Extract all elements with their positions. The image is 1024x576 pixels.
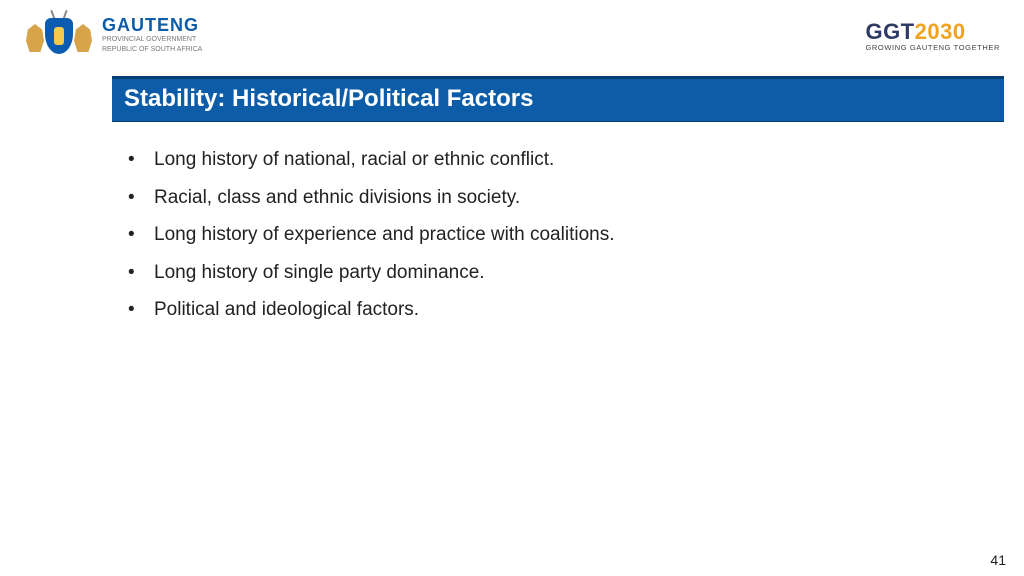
gauteng-logo-text: GAUTENG PROVINCIAL GOVERNMENT REPUBLIC O… (102, 16, 202, 55)
gauteng-logo: GAUTENG PROVINCIAL GOVERNMENT REPUBLIC O… (24, 10, 202, 60)
coat-of-arms-icon (24, 10, 94, 60)
list-item: Racial, class and ethnic divisions in so… (120, 184, 940, 212)
list-item: Long history of national, racial or ethn… (120, 146, 940, 174)
gauteng-logo-main: GAUTENG (102, 16, 202, 34)
bullet-list: Long history of national, racial or ethn… (120, 146, 940, 324)
list-item: Long history of experience and practice … (120, 221, 940, 249)
ggt-prefix: GGT (865, 19, 914, 44)
ggt-year: 2030 (915, 19, 966, 44)
list-item: Political and ideological factors. (120, 296, 940, 324)
slide-content: Long history of national, racial or ethn… (120, 146, 940, 324)
ggt2030-logo-main: GGT2030 (865, 19, 1000, 45)
gauteng-logo-sub2: REPUBLIC OF SOUTH AFRICA (102, 46, 202, 54)
gauteng-logo-sub1: PROVINCIAL GOVERNMENT (102, 36, 202, 44)
page-number: 41 (990, 552, 1006, 568)
list-item: Long history of single party dominance. (120, 259, 940, 287)
ggt2030-logo: GGT2030 GROWING GAUTENG TOGETHER (865, 19, 1000, 52)
title-bar: Stability: Historical/Political Factors (112, 76, 1004, 122)
ggt2030-tagline: GROWING GAUTENG TOGETHER (865, 43, 1000, 52)
slide-header: GAUTENG PROVINCIAL GOVERNMENT REPUBLIC O… (0, 0, 1024, 68)
slide-title: Stability: Historical/Political Factors (124, 85, 992, 113)
